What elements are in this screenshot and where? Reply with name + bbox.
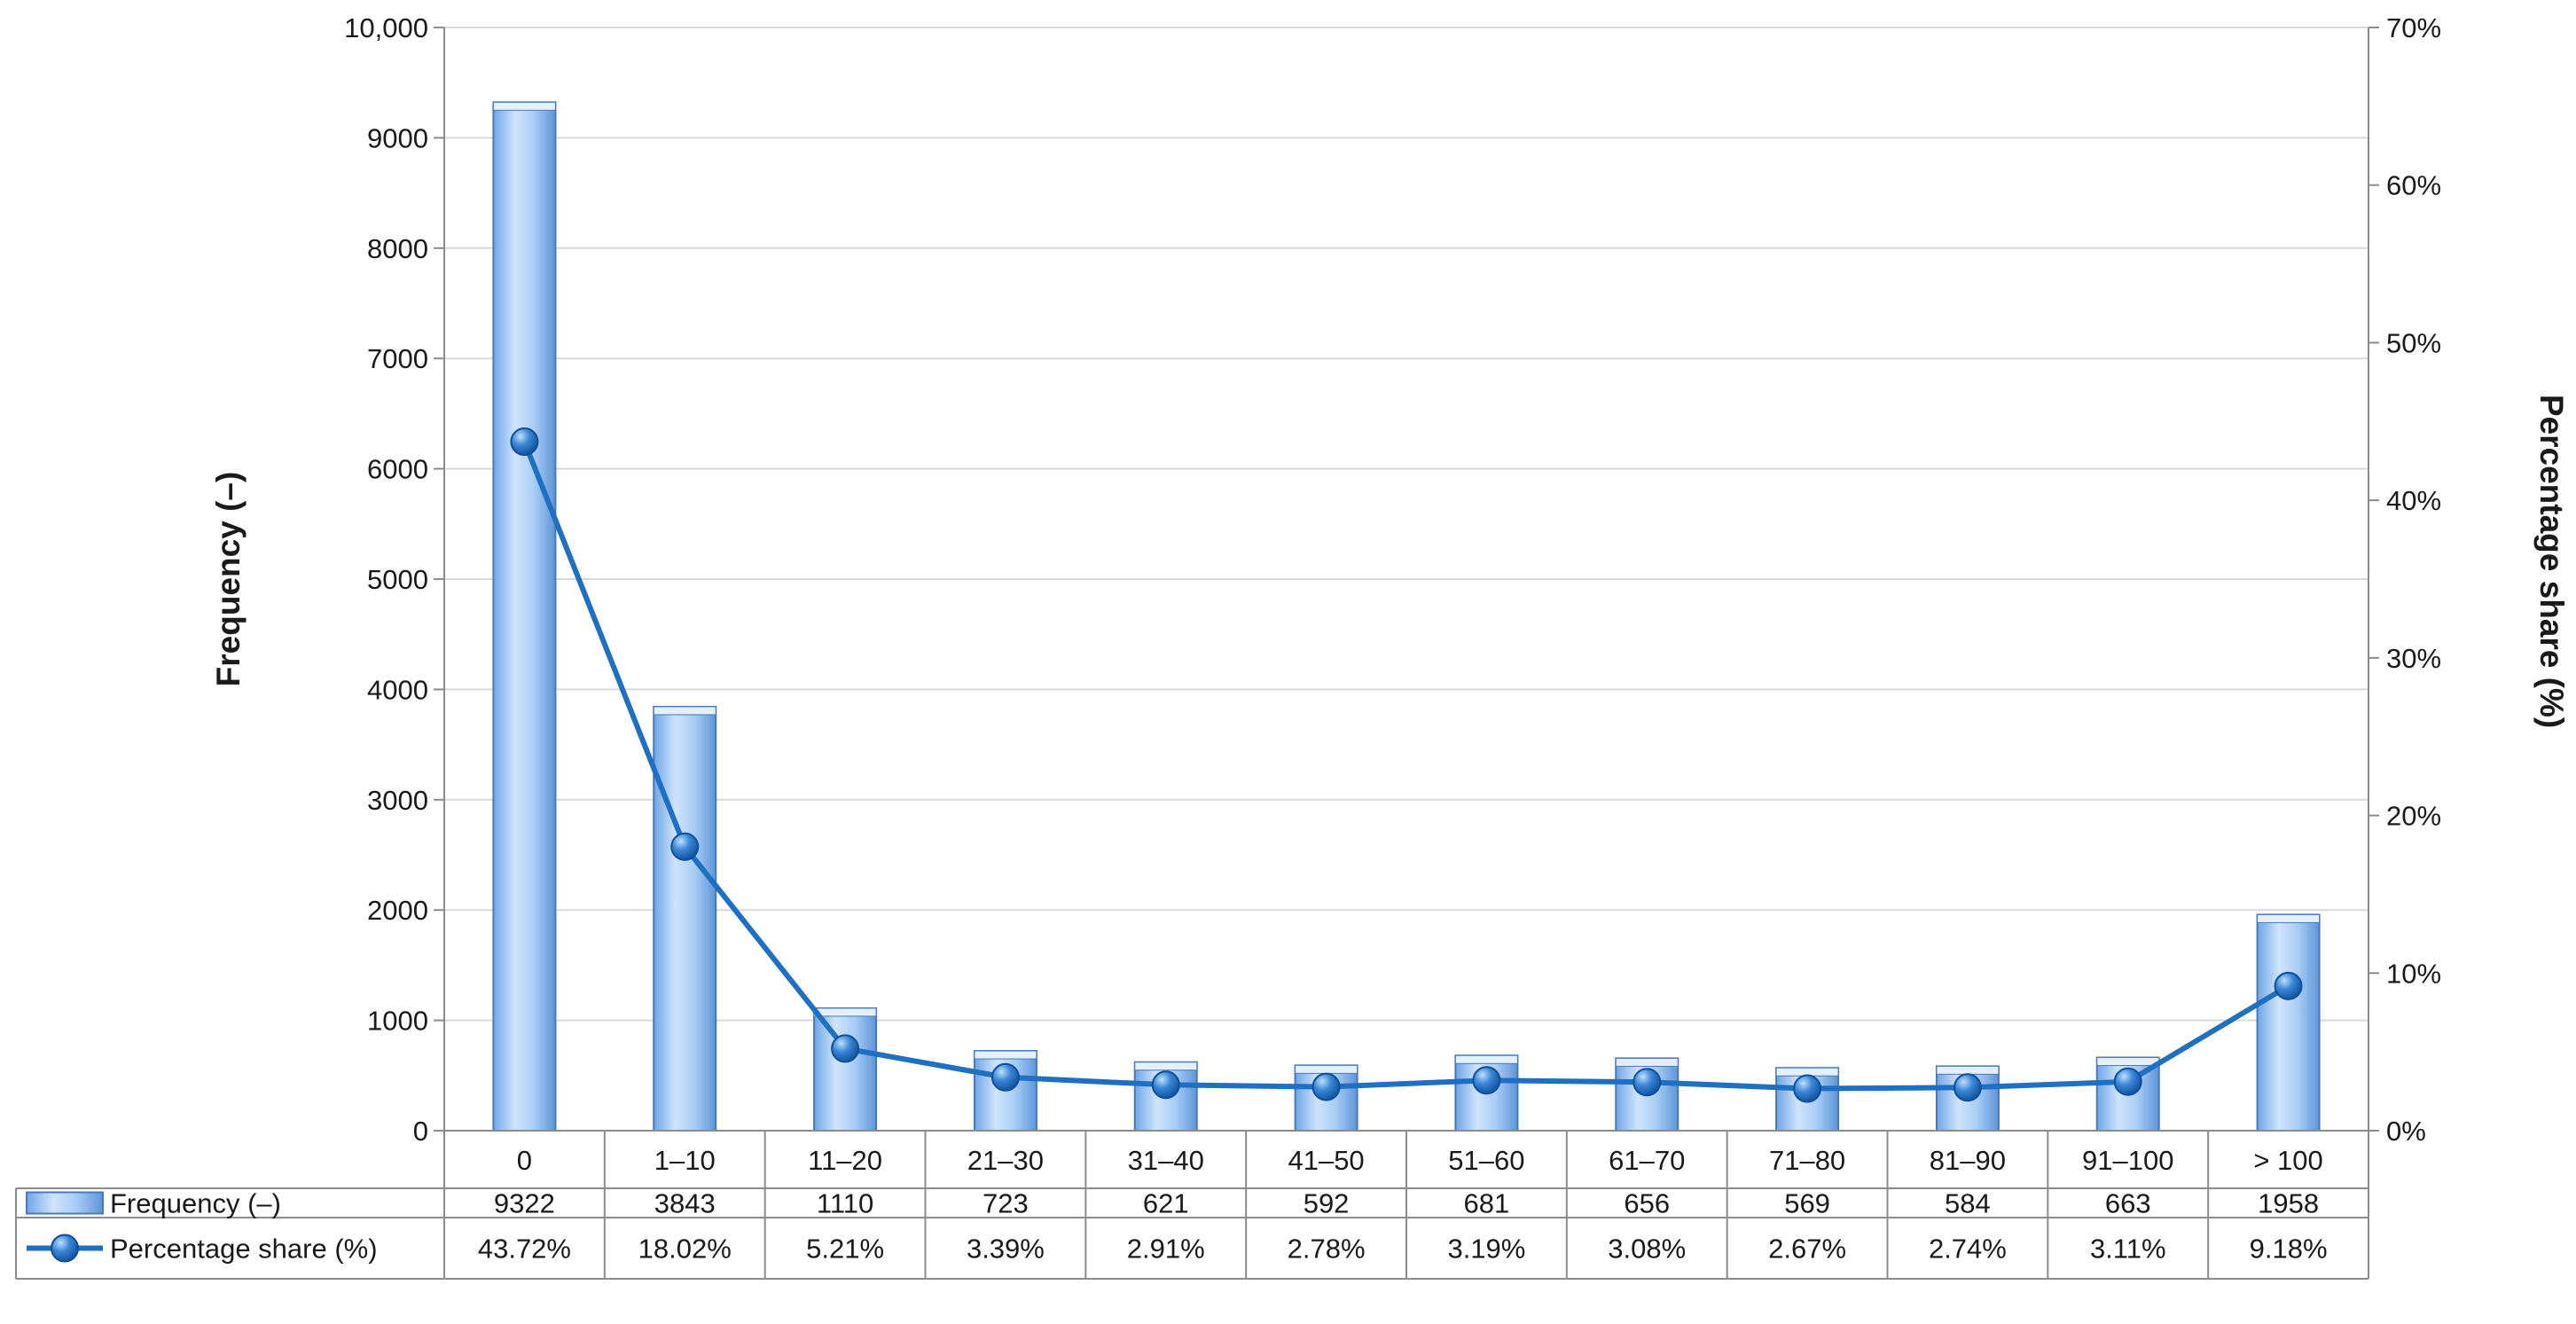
table-value-percentage: 3.11%: [2090, 1234, 2166, 1265]
table-value-percentage: 9.18%: [2250, 1234, 2328, 1265]
bar-cap: [813, 1007, 877, 1017]
line-marker: [1953, 1073, 1982, 1102]
bar-cap: [492, 101, 556, 111]
y-tick-label: 4000: [367, 674, 428, 705]
bar-cap: [1134, 1062, 1198, 1071]
bar-cap: [2257, 913, 2321, 923]
table-value-frequency: 723: [983, 1188, 1029, 1219]
line-marker: [1472, 1066, 1501, 1095]
line-marker: [670, 832, 700, 861]
y-tick-label: 8000: [367, 233, 428, 264]
bar-cap: [1295, 1064, 1358, 1074]
table-value-frequency: 569: [1784, 1188, 1830, 1219]
y2-tick-label: 70%: [2386, 12, 2441, 43]
x-category-label: 81–90: [1930, 1145, 2006, 1176]
line-marker: [831, 1034, 860, 1063]
x-category-label: 1–10: [654, 1145, 716, 1176]
y-tick-label: 9000: [367, 122, 428, 153]
x-category-label: 0: [517, 1145, 532, 1176]
x-category-label: 11–20: [808, 1145, 882, 1176]
table-value-frequency: 9322: [494, 1188, 555, 1219]
y-tick-label: 7000: [367, 343, 428, 374]
legend-key-marker: [51, 1234, 79, 1263]
x-category-label: 61–70: [1609, 1145, 1685, 1176]
y-tick-label: 6000: [367, 454, 428, 485]
line-marker: [1633, 1068, 1662, 1097]
bar: [813, 1007, 878, 1132]
x-category-label: 31–40: [1128, 1145, 1204, 1176]
table-value-percentage: 43.72%: [478, 1234, 571, 1265]
legend-key-bar: [26, 1191, 104, 1215]
legend-label-frequency: Frequency (–): [110, 1188, 281, 1219]
x-category-label: 71–80: [1769, 1145, 1845, 1176]
table-value-frequency: 656: [1624, 1188, 1670, 1219]
y2-tick-label: 50%: [2386, 327, 2441, 358]
table-value-frequency: 592: [1304, 1188, 1350, 1219]
line-marker: [510, 427, 539, 457]
table-value-frequency: 584: [1945, 1188, 1991, 1219]
y2-tick-label: 0%: [2386, 1116, 2426, 1147]
y-tick-label: 0: [413, 1116, 428, 1147]
y2-tick-label: 60%: [2386, 170, 2441, 201]
bar-cap: [2096, 1057, 2160, 1067]
line-marker: [1311, 1072, 1341, 1101]
table-value-frequency: 1110: [817, 1188, 873, 1219]
x-category-label: 91–100: [2082, 1145, 2173, 1176]
y2-tick-label: 40%: [2386, 485, 2441, 516]
line-series-percentage: [510, 427, 2303, 1103]
y-tick-label: 1000: [367, 1006, 428, 1037]
bar: [653, 705, 717, 1132]
bar-cap: [1615, 1057, 1679, 1067]
bar-cap: [653, 706, 716, 716]
y-tick-label: 10,000: [344, 12, 428, 43]
y2-tick-label: 30%: [2386, 643, 2441, 674]
bar: [492, 101, 557, 1132]
y2-tick-label: 10%: [2386, 958, 2441, 989]
bar-cap: [1454, 1054, 1518, 1064]
table-value-percentage: 5.21%: [806, 1234, 884, 1265]
table-value-percentage: 2.67%: [1768, 1234, 1846, 1265]
table-value-frequency: 3843: [654, 1188, 716, 1219]
x-category-label: 41–50: [1288, 1145, 1364, 1176]
x-category-label: > 100: [2253, 1145, 2322, 1176]
y2-axis-title: Percentage share (%): [2533, 395, 2570, 728]
y2-tick-label: 20%: [2386, 801, 2441, 832]
table-value-frequency: 681: [1464, 1188, 1510, 1219]
table-value-frequency: 1958: [2258, 1188, 2319, 1219]
series-line: [521, 440, 2290, 1092]
x-category-label: 21–30: [967, 1145, 1044, 1176]
legend-label-percentage: Percentage share (%): [110, 1234, 378, 1265]
bar-series-frequency: [492, 101, 2321, 1132]
data-table: 0 1–10 11–20 21–30 31–40 41–50 51–60 61–70 71–80…: [15, 1130, 2369, 1280]
y-tick-label: 2000: [367, 895, 428, 926]
table-value-frequency: 663: [2105, 1188, 2151, 1219]
gridlines: [444, 27, 2369, 1022]
line-marker: [1151, 1070, 1180, 1100]
table-value-percentage: 18.02%: [638, 1234, 732, 1265]
bar-cap: [974, 1050, 1037, 1060]
line-marker: [2274, 971, 2303, 1000]
bar: [2256, 913, 2321, 1132]
table-value-percentage: 3.39%: [967, 1234, 1045, 1265]
table-value-frequency: 621: [1143, 1188, 1189, 1219]
y-tick-label: 3000: [367, 785, 428, 816]
y-tick-label: 5000: [367, 564, 428, 595]
y-axis-title: Frequency (–): [210, 472, 247, 687]
line-marker: [2113, 1067, 2142, 1096]
x-category-label: 51–60: [1448, 1145, 1524, 1176]
line-marker: [990, 1062, 1020, 1092]
line-marker: [1793, 1074, 1822, 1103]
table-value-percentage: 2.91%: [1127, 1234, 1205, 1265]
table-value-percentage: 2.74%: [1929, 1234, 2007, 1265]
table-value-percentage: 3.08%: [1608, 1234, 1686, 1265]
table-value-percentage: 3.19%: [1447, 1234, 1525, 1265]
table-value-percentage: 2.78%: [1288, 1234, 1366, 1265]
bar-cap: [1936, 1065, 2000, 1075]
